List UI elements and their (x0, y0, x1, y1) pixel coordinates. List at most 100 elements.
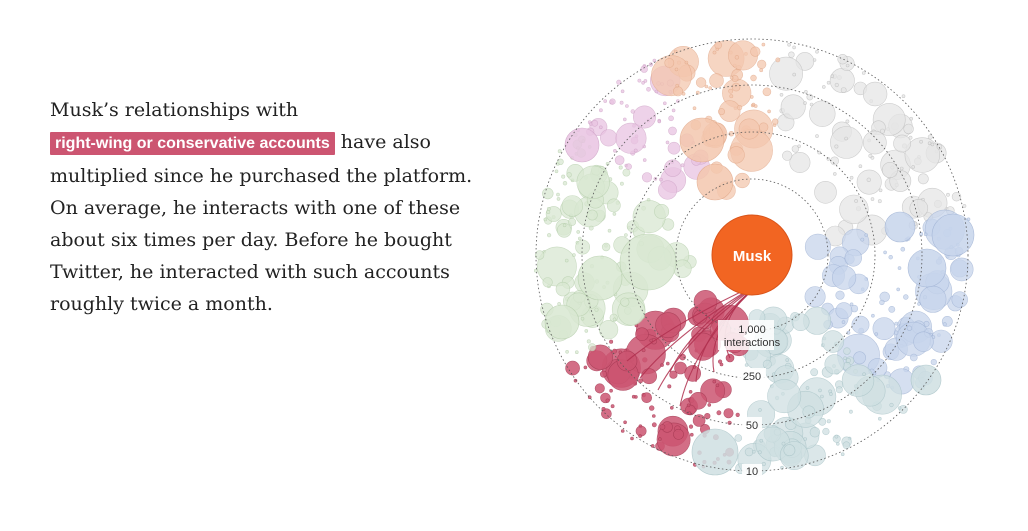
blue-bubble (844, 249, 862, 267)
green-bubble (546, 206, 551, 211)
teal-bubble (802, 405, 816, 419)
green-bubble (572, 253, 576, 257)
right-wing-bubble (719, 362, 724, 367)
green-bubble (598, 320, 619, 340)
orange-bubble (759, 68, 764, 73)
orange-bubble (728, 88, 734, 94)
grey-bubble (893, 134, 912, 153)
green-bubble (543, 217, 548, 222)
grey-bubble (789, 152, 811, 174)
green-bubble (612, 317, 617, 322)
orange-bubble (729, 94, 734, 99)
orange-bubble (757, 59, 767, 70)
pink-bubble (667, 141, 681, 155)
grey-bubble (911, 165, 916, 169)
green-bubble (555, 281, 571, 297)
ring-1000 (675, 178, 829, 332)
grey-bubble (809, 100, 836, 127)
blue-bubble (860, 237, 865, 242)
pink-bubble (591, 120, 599, 127)
grey-bubble (791, 145, 800, 153)
teal-bubble (734, 434, 743, 442)
blue-bubble (919, 232, 924, 237)
ring-label-250: 250 (743, 371, 761, 383)
right-wing-bubble (655, 312, 682, 339)
grey-bubble (814, 181, 837, 204)
teal-bubble (842, 441, 851, 450)
orange-bubble (718, 108, 726, 116)
pink-bubble (623, 117, 627, 122)
grey-bubble (908, 135, 913, 140)
blue-bubble (923, 232, 928, 237)
right-wing-bubble (651, 422, 657, 428)
teal-bubble (820, 394, 824, 399)
grey-bubble (840, 87, 847, 93)
teal-bubble (781, 441, 786, 446)
grey-bubble (936, 144, 943, 150)
right-wing-bubble (630, 436, 634, 441)
orange-bubble (753, 104, 758, 108)
teal-bubble (752, 449, 756, 454)
grey-bubble (804, 89, 808, 94)
right-wing-bubble (669, 370, 678, 379)
right-wing-bubble (583, 365, 588, 370)
grey-bubble (779, 93, 784, 97)
ring-50 (581, 84, 923, 426)
grey-bubble (930, 142, 935, 147)
green-bubble (557, 149, 562, 154)
blue-bubble (874, 332, 879, 336)
highlight-label-right-wing[interactable]: right-wing or conservative accounts (50, 132, 335, 155)
green-bubble (542, 277, 553, 288)
grey-bubble (792, 72, 797, 77)
teal-bubble (843, 356, 847, 361)
teal-bubble (826, 419, 831, 424)
pink-bubble (633, 148, 638, 153)
right-wing-bubble (658, 437, 662, 441)
blue-bubble (894, 321, 899, 326)
blue-bubble (832, 265, 857, 290)
ring-label-50: 50 (746, 420, 758, 432)
grey-bubble (946, 192, 950, 197)
grey-bubble (868, 153, 873, 158)
teal-bubble (824, 354, 845, 375)
pink-bubble (668, 115, 674, 122)
pink-bubble (625, 163, 632, 170)
teal-bubble (758, 408, 762, 412)
green-bubble (561, 174, 566, 179)
pink-bubble (642, 158, 647, 162)
green-bubble (607, 228, 612, 233)
blue-bubble (917, 302, 921, 306)
pink-bubble (599, 108, 603, 113)
teal-bubble (862, 372, 866, 377)
pink-bubble (671, 108, 676, 113)
green-bubble (612, 212, 617, 216)
blue-bubble (906, 325, 913, 331)
right-wing-bubble (623, 420, 627, 425)
orange-bubble (734, 55, 740, 60)
green-bubble (586, 209, 598, 221)
grey-bubble (861, 71, 866, 75)
grey-bubble (927, 134, 933, 140)
pink-bubble (654, 89, 659, 94)
grey-bubble (903, 123, 914, 135)
orange-bubble (708, 86, 712, 90)
grey-bubble (849, 175, 854, 180)
teal-bubble (810, 368, 819, 377)
green-bubble (546, 210, 551, 215)
green-bubble (547, 233, 552, 238)
blue-bubble (835, 302, 853, 320)
right-wing-bubble (670, 405, 674, 410)
right-wing-bubble (659, 424, 666, 430)
pink-bubble (616, 79, 622, 85)
teal-bubble (877, 416, 882, 421)
green-bubble (619, 233, 677, 291)
blue-bubble (879, 299, 885, 306)
green-bubble (606, 198, 621, 213)
blue-bubble (879, 291, 890, 302)
right-wing-bubble (612, 348, 617, 354)
grey-bubble (854, 199, 859, 203)
green-bubble (584, 329, 589, 333)
right-wing-bubble (686, 403, 691, 408)
grey-bubble (844, 136, 848, 141)
orange-bubble (712, 50, 717, 55)
